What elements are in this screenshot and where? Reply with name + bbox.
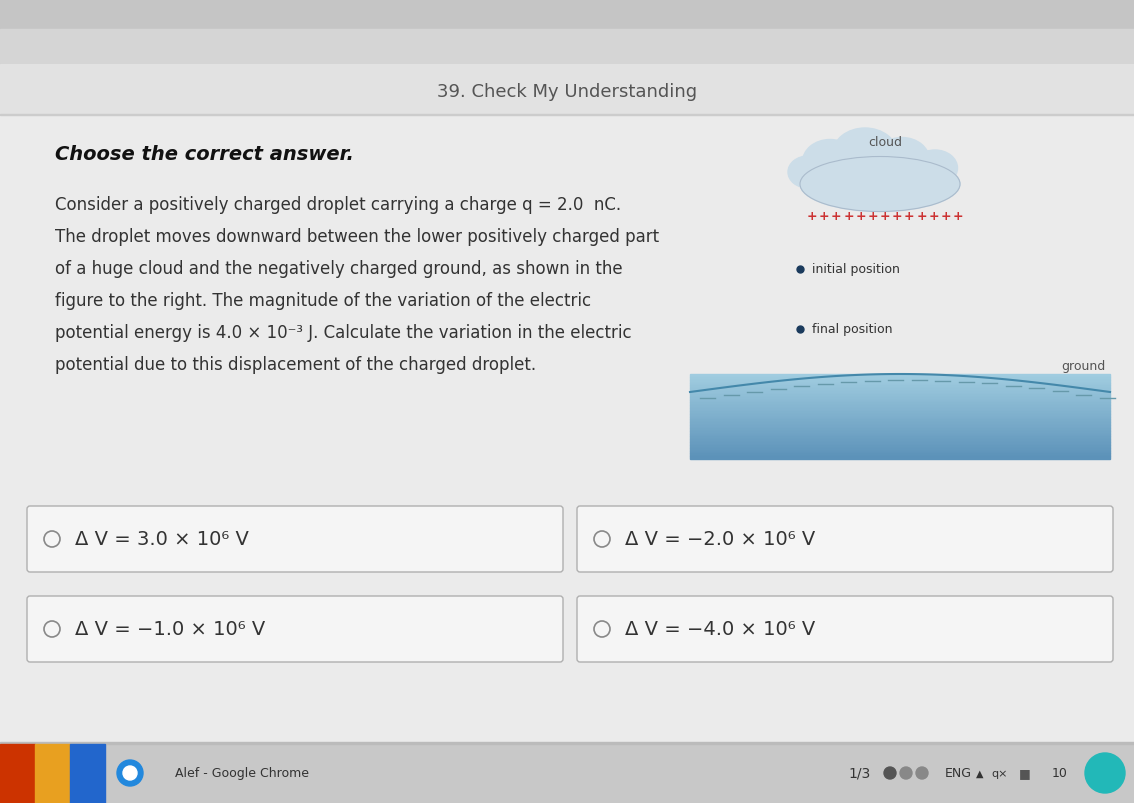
Text: final position: final position [812, 323, 892, 336]
Text: ▲: ▲ [976, 768, 984, 778]
Ellipse shape [913, 151, 957, 187]
Circle shape [1085, 753, 1125, 793]
Bar [35, 744, 70, 803]
Bar [689, 417, 1110, 420]
Bar [689, 386, 1110, 389]
Bar [0, 65, 1134, 115]
Text: potential energy is 4.0 × 10⁻³ J. Calculate the variation in the electric: potential energy is 4.0 × 10⁻³ J. Calcul… [56, 324, 632, 341]
Bar [70, 744, 105, 803]
Text: of a huge cloud and the negatively charged ground, as shown in the: of a huge cloud and the negatively charg… [56, 259, 623, 278]
Bar [689, 411, 1110, 414]
Text: cloud: cloud [868, 137, 902, 149]
Text: +: + [953, 210, 963, 223]
Bar [689, 420, 1110, 422]
Text: Choose the correct answer.: Choose the correct answer. [56, 145, 354, 165]
Bar [0, 0, 1134, 30]
Bar [689, 409, 1110, 411]
Bar [689, 403, 1110, 406]
Ellipse shape [788, 157, 828, 189]
Bar [0, 65, 1134, 66]
Bar [689, 446, 1110, 448]
Text: +: + [880, 210, 890, 223]
Text: +: + [868, 210, 878, 223]
Circle shape [916, 767, 928, 779]
Bar [0, 744, 1134, 803]
Bar [689, 380, 1110, 383]
Text: 10: 10 [1052, 767, 1068, 780]
Bar [689, 451, 1110, 454]
Bar [689, 397, 1110, 400]
Text: initial position: initial position [812, 263, 900, 276]
Bar [689, 431, 1110, 434]
Text: q×: q× [992, 768, 1008, 778]
Text: ENG: ENG [945, 767, 972, 780]
Text: +: + [940, 210, 951, 223]
Bar [0, 65, 1134, 744]
Text: Δ V = −4.0 × 10⁶ V: Δ V = −4.0 × 10⁶ V [625, 620, 815, 638]
Bar [689, 400, 1110, 403]
Bar [689, 374, 1110, 377]
Text: +: + [916, 210, 926, 223]
Text: +: + [844, 210, 854, 223]
Text: 39. Check My Understanding: 39. Check My Understanding [437, 83, 697, 101]
Ellipse shape [803, 141, 857, 185]
Bar [689, 437, 1110, 439]
Bar [689, 434, 1110, 437]
Bar [689, 414, 1110, 417]
Text: Alef - Google Chrome: Alef - Google Chrome [175, 767, 308, 780]
Bar [0, 744, 35, 803]
Text: +: + [806, 210, 818, 223]
Bar [689, 439, 1110, 442]
Bar [689, 442, 1110, 446]
Bar [689, 377, 1110, 380]
Text: 1/3: 1/3 [849, 766, 871, 780]
Bar [689, 383, 1110, 386]
Ellipse shape [874, 138, 930, 183]
Circle shape [885, 767, 896, 779]
FancyBboxPatch shape [577, 597, 1112, 662]
Bar [689, 392, 1110, 394]
Text: +: + [831, 210, 841, 223]
Bar [689, 394, 1110, 397]
Bar [689, 422, 1110, 426]
Circle shape [117, 760, 143, 786]
Text: +: + [929, 210, 939, 223]
Text: +: + [819, 210, 829, 223]
Ellipse shape [799, 157, 960, 212]
Text: +: + [855, 210, 866, 223]
Text: figure to the right. The magnitude of the variation of the electric: figure to the right. The magnitude of th… [56, 291, 591, 310]
Bar [0, 116, 1134, 744]
Bar [0, 30, 1134, 65]
Text: +: + [891, 210, 903, 223]
Bar [0, 115, 1134, 116]
Text: ground: ground [1060, 360, 1105, 373]
Text: The droplet moves downward between the lower positively charged part: The droplet moves downward between the l… [56, 228, 659, 246]
Bar [689, 428, 1110, 431]
Bar [689, 454, 1110, 457]
Text: potential due to this displacement of the charged droplet.: potential due to this displacement of th… [56, 356, 536, 373]
Bar [689, 457, 1110, 459]
Text: ■: ■ [1019, 767, 1031, 780]
Text: Δ V = 3.0 × 10⁶ V: Δ V = 3.0 × 10⁶ V [75, 530, 248, 548]
Text: Consider a positively charged droplet carrying a charge q = 2.0  nC.: Consider a positively charged droplet ca… [56, 196, 621, 214]
Ellipse shape [832, 128, 897, 181]
FancyBboxPatch shape [577, 507, 1112, 573]
Text: Δ V = −2.0 × 10⁶ V: Δ V = −2.0 × 10⁶ V [625, 530, 815, 548]
Circle shape [122, 766, 137, 780]
Bar [689, 406, 1110, 409]
Bar [689, 426, 1110, 428]
Text: Δ V = −1.0 × 10⁶ V: Δ V = −1.0 × 10⁶ V [75, 620, 265, 638]
FancyBboxPatch shape [27, 597, 562, 662]
Bar [689, 389, 1110, 392]
Circle shape [900, 767, 912, 779]
Bar [689, 448, 1110, 451]
FancyBboxPatch shape [27, 507, 562, 573]
Text: +: + [904, 210, 915, 223]
Bar [0, 742, 1134, 744]
